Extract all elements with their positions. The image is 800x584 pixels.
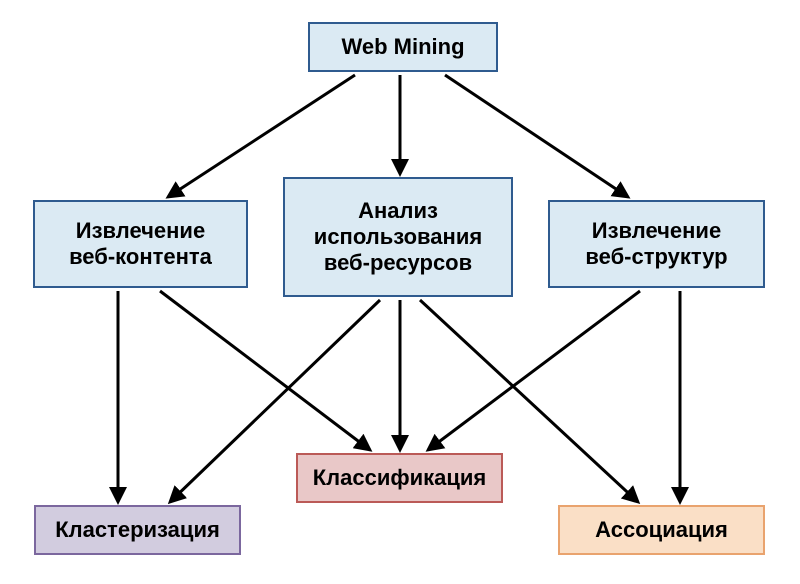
node-structure: Извлечениевеб-структур: [548, 200, 765, 288]
node-root-text: Web Mining: [341, 34, 464, 60]
node-classification-label: Классификация: [313, 465, 487, 490]
node-clustering: Кластеризация: [34, 505, 241, 555]
node-usage-text: Анализиспользованиявеб-ресурсов: [314, 198, 482, 276]
node-usage-label: использования: [314, 224, 482, 249]
node-association: Ассоциация: [558, 505, 765, 555]
node-association-label: Ассоциация: [595, 517, 728, 542]
node-classification-text: Классификация: [313, 465, 487, 491]
node-structure-label: веб-структур: [585, 244, 727, 269]
node-structure-text: Извлечениевеб-структур: [585, 218, 727, 270]
node-content-text: Извлечениевеб-контента: [69, 218, 212, 270]
node-clustering-text: Кластеризация: [55, 517, 220, 543]
node-usage-label: веб-ресурсов: [324, 250, 472, 275]
node-association-text: Ассоциация: [595, 517, 728, 543]
node-content-label: Извлечение: [76, 218, 205, 243]
node-usage: Анализиспользованиявеб-ресурсов: [283, 177, 513, 297]
node-structure-label: Извлечение: [592, 218, 721, 243]
node-usage-label: Анализ: [358, 198, 438, 223]
node-root: Web Mining: [308, 22, 498, 72]
node-classification: Классификация: [296, 453, 503, 503]
node-root-label: Web Mining: [341, 34, 464, 59]
node-content-label: веб-контента: [69, 244, 212, 269]
edge-structure-to-classification: [428, 291, 640, 450]
node-content: Извлечениевеб-контента: [33, 200, 248, 288]
node-clustering-label: Кластеризация: [55, 517, 220, 542]
edge-content-to-classification: [160, 291, 370, 450]
